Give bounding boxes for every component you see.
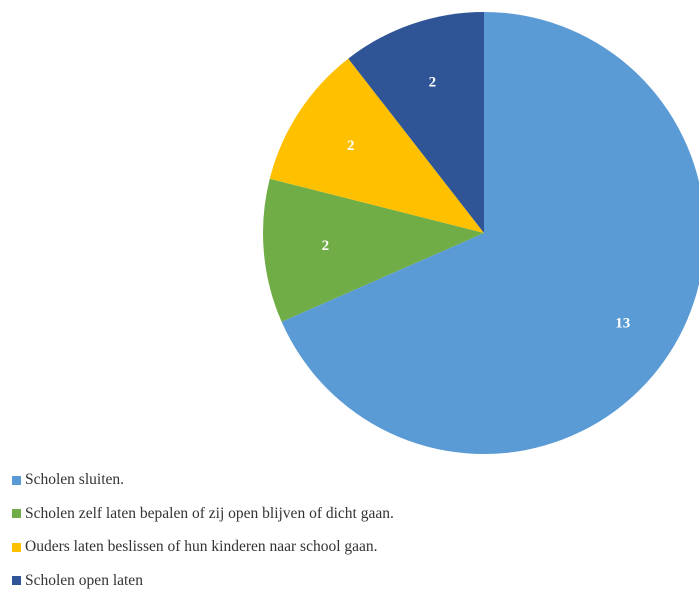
data-label-3: 2 — [347, 138, 355, 154]
legend-label: Scholen zelf laten bepalen of zij open b… — [25, 504, 394, 522]
legend-label: Scholen open laten — [25, 571, 143, 589]
pie-chart: 13 2 2 2 — [263, 12, 699, 454]
pie-slice-1 — [281, 12, 699, 454]
pie-slice-4 — [348, 12, 484, 233]
legend-item-1: Scholen sluiten. — [12, 470, 394, 490]
legend-swatch — [12, 509, 21, 518]
legend-label: Ouders laten beslissen of hun kinderen n… — [25, 538, 378, 555]
legend-item-4: Scholen open laten — [12, 571, 394, 591]
legend-swatch — [12, 576, 21, 585]
pie-slice-2 — [263, 178, 484, 322]
legend-swatch — [12, 475, 21, 485]
pie-slice-3 — [269, 58, 484, 234]
data-label-4: 2 — [429, 75, 437, 91]
chart-legend: Scholen sluiten. Scholen zelf laten bepal… — [12, 470, 394, 604]
legend-label: Scholen sluiten. — [25, 471, 125, 488]
data-label-1: 13 — [615, 316, 630, 332]
legend-swatch — [12, 542, 21, 552]
legend-item-3: Ouders laten beslissen of hun kinderen n… — [12, 537, 394, 557]
legend-item-2: Scholen zelf laten bepalen of zij open b… — [12, 504, 394, 524]
data-label-2: 2 — [322, 238, 330, 254]
